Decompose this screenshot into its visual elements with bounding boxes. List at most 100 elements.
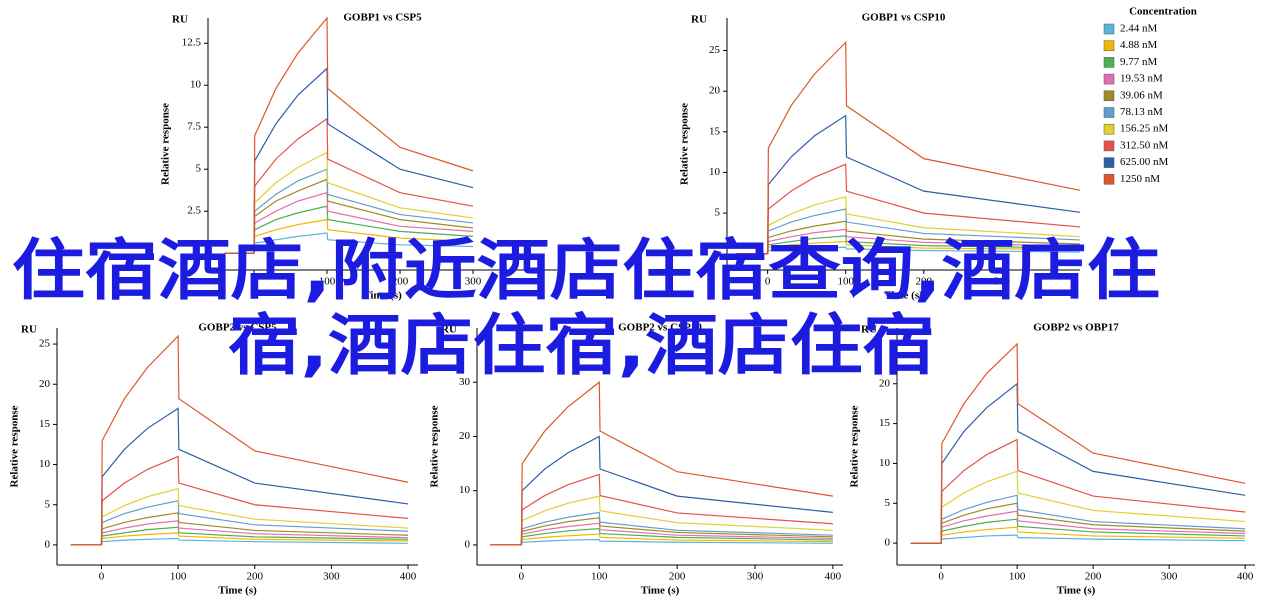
overlay-text: 住宿酒店,附近酒店住宿查询,酒店住 — [12, 232, 1160, 309]
legend-swatch — [1103, 107, 1115, 118]
legend-label: 2.44 nM — [1120, 23, 1158, 35]
x-tick-label: 100 — [837, 276, 854, 288]
overlay-text: 宿,酒店住宿,酒店住宿 — [228, 307, 935, 384]
y-tick-label: 0 — [885, 537, 891, 549]
y-axis-label: Relative response — [429, 405, 441, 487]
y-tick-label: 20 — [879, 377, 891, 389]
x-tick-label: 100 — [170, 571, 187, 583]
y-tick-label: 10 — [39, 458, 51, 470]
y-axis-label: Relative response — [9, 405, 21, 487]
y-unit: RU — [172, 14, 188, 26]
y-tick-label: 20 — [39, 378, 51, 390]
chart-title: GOBP2 vs CSP5 — [198, 322, 277, 334]
x-tick-label: 300 — [994, 276, 1011, 288]
y-tick-label: 7.5 — [187, 121, 201, 133]
chart-title: GOBP2 vs OBP17 — [1033, 322, 1119, 334]
legend-swatch — [1103, 123, 1115, 135]
x-tick-label: 400 — [400, 571, 417, 583]
legend-label: 9.77 nM — [1120, 56, 1158, 68]
y-tick-label: 25 — [39, 338, 51, 350]
legend-title: Concentration — [1129, 6, 1197, 18]
y-tick-label: 10 — [190, 79, 202, 91]
legend-swatch — [1103, 140, 1115, 152]
x-tick-label: 200 — [392, 276, 409, 288]
y-tick-label: 25 — [709, 44, 721, 56]
legend-swatch — [1103, 90, 1115, 102]
y-tick-label: 12.5 — [182, 37, 202, 49]
series-line — [70, 407, 409, 546]
y-unit: RU — [441, 324, 457, 336]
series-line — [910, 342, 1246, 544]
legend-label: 39.06 nM — [1120, 89, 1163, 101]
x-tick-label: 300 — [465, 276, 482, 288]
x-tick-label: 200 — [916, 276, 933, 288]
legend-label: 4.88 nM — [1120, 39, 1158, 51]
x-axis-label: Time (s) — [1057, 585, 1096, 597]
series-line — [910, 534, 1246, 544]
legend-label: 19.53 nM — [1120, 73, 1163, 85]
y-tick-label: 5 — [885, 497, 891, 509]
chart: 2.5 5 7.5 10 12.5 0 100 200 300 GOBP1 vs CSP5 RU Ti… — [160, 12, 557, 302]
x-tick-label: 300 — [323, 571, 340, 583]
y-unit: RU — [861, 324, 877, 336]
y-tick-label: 30 — [459, 376, 471, 388]
x-axis-label: Time (s) — [218, 585, 257, 597]
x-tick-label: 100 — [319, 276, 336, 288]
chart-title: GOBP1 vs CSP10 — [862, 12, 946, 24]
y-tick-label: 5 — [715, 207, 721, 219]
x-tick-label: 200 — [1085, 571, 1102, 583]
y-tick-label: 5 — [45, 498, 51, 510]
legend-swatch — [1103, 157, 1115, 168]
x-tick-label: 0 — [251, 276, 257, 288]
y-tick-label: 20 — [459, 430, 471, 442]
y-axis-label: Relative response — [679, 103, 691, 185]
legend-swatch — [1103, 40, 1115, 51]
x-axis-label: Time (s) — [884, 290, 923, 302]
y-tick-label: 10 — [709, 166, 721, 178]
y-tick-label: 15 — [39, 418, 51, 430]
legend: Concentration 2.44 nM 4.88 nM 9.77 nM 19.53… — [1103, 6, 1197, 185]
legend-label: 312.50 nM — [1120, 139, 1169, 151]
x-tick-label: 400 — [1237, 571, 1254, 583]
x-axis-label: Time (s) — [641, 585, 680, 597]
chart-title: GOBP1 vs CSP5 — [343, 12, 422, 24]
y-unit: RU — [21, 324, 37, 336]
y-axis-label: Relative response — [160, 103, 172, 185]
y-tick-label: 0 — [45, 538, 51, 550]
y-tick-label: 15 — [879, 417, 891, 429]
series-line — [910, 494, 1246, 544]
series-line — [70, 455, 409, 546]
chart-title: GOBP2 vs CSP10 — [618, 322, 702, 334]
x-tick-label: 0 — [938, 571, 944, 583]
y-axis-label: Relative response — [849, 405, 861, 487]
x-tick-label: 300 — [1161, 571, 1178, 583]
legend-swatch — [1103, 57, 1115, 68]
legend-swatch — [1103, 23, 1115, 35]
y-tick-label: 15 — [709, 125, 721, 137]
chart: 5 10 15 20 25 0 100 200 300 GOBP1 vs CSP10 RU Time … — [679, 12, 1081, 302]
x-axis-label: Time (s) — [363, 290, 402, 302]
x-tick-label: 400 — [825, 571, 842, 583]
x-tick-label: 300 — [747, 571, 764, 583]
legend-label: 156.25 nM — [1120, 123, 1169, 135]
chart: 0 5 10 15 20 25 0 100 200 300 400 GOBP2 vs CSP5 RU Ti… — [9, 322, 418, 597]
x-tick-label: 200 — [669, 571, 686, 583]
x-tick-label: 200 — [246, 571, 263, 583]
legend-label: 1250 nM — [1120, 173, 1160, 185]
x-tick-label: 100 — [1009, 571, 1026, 583]
series-line — [224, 16, 474, 254]
legend-label: 78.13 nM — [1120, 106, 1163, 118]
series-line — [490, 381, 833, 546]
x-tick-label: 100 — [591, 571, 608, 583]
legend-swatch — [1103, 73, 1115, 85]
legend-label: 625.00 nM — [1120, 156, 1169, 168]
legend-swatch — [1103, 174, 1115, 185]
x-tick-label: 0 — [519, 571, 525, 583]
series-line — [490, 538, 833, 546]
x-tick-label: 0 — [99, 571, 105, 583]
y-tick-label: 2.5 — [187, 205, 201, 217]
